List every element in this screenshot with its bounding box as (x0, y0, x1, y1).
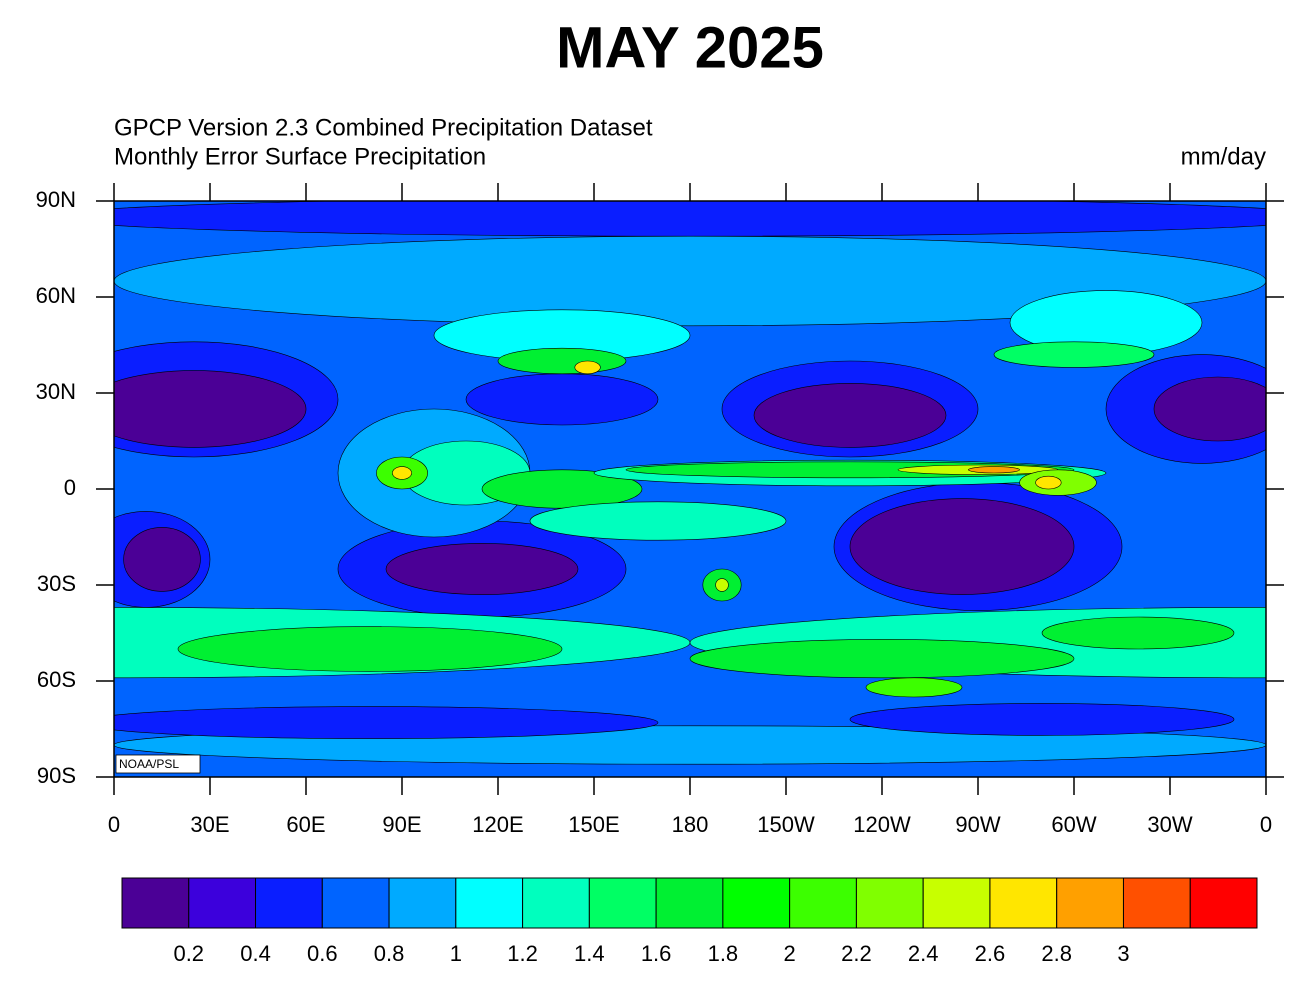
colorbar-swatch (321, 877, 390, 929)
colorbar-label: 1.6 (641, 941, 672, 966)
field-contour (865, 677, 963, 698)
lon-tick-label: 60E (286, 812, 325, 837)
lon-tick-label: 120E (472, 812, 523, 837)
field-contour (993, 341, 1155, 368)
field-contour (1035, 475, 1062, 490)
field-contour (385, 543, 579, 595)
colorbar-label: 0.8 (374, 941, 405, 966)
colorbar-label: 0.2 (173, 941, 204, 966)
colorbar-label: 1.8 (708, 941, 739, 966)
lon-tick-label: 30E (190, 812, 229, 837)
lon-tick-label: 90E (382, 812, 421, 837)
field-contour (114, 201, 1266, 237)
subtitle: Monthly Error Surface Precipitation (114, 143, 486, 170)
colorbar-label: 1.2 (507, 941, 538, 966)
lon-tick-label: 180 (672, 812, 709, 837)
lon-tick-label: 150E (568, 812, 619, 837)
lat-tick-label: 30N (36, 379, 76, 404)
colorbar-swatch (1189, 877, 1258, 929)
field-contour (849, 703, 1235, 736)
colorbar-label: 1 (450, 941, 462, 966)
colorbar-swatch (655, 877, 724, 929)
colorbar-swatch (1056, 877, 1124, 929)
colorbar-label: 3 (1117, 941, 1129, 966)
field-contour (753, 383, 947, 448)
colorbar-label: 0.4 (240, 941, 271, 966)
lon-tick-label: 90W (955, 812, 1000, 837)
lat-tick-label: 60N (36, 283, 76, 308)
field-contour (574, 360, 601, 375)
credit-box (115, 754, 201, 774)
colorbar-swatch (855, 877, 924, 929)
lat-tick-label: 0 (64, 475, 76, 500)
field-contour (968, 466, 1020, 474)
colorbar-swatch (789, 877, 857, 929)
colorbar-swatch (922, 877, 991, 929)
field-contour (177, 626, 563, 672)
colorbar-label: 1.4 (574, 941, 605, 966)
field-contour (114, 370, 307, 448)
colorbar-label: 2.8 (1041, 941, 1072, 966)
field-contour (715, 578, 729, 592)
field-contour (497, 347, 627, 375)
field-contour (392, 466, 412, 480)
field-contour (1041, 616, 1235, 650)
colorbar-label: 2.4 (908, 941, 939, 966)
lat-tick-label: 90S (37, 763, 76, 788)
units: mm/day (1181, 143, 1266, 170)
lat-tick-label: 90N (36, 187, 76, 212)
colorbar-swatch (588, 877, 657, 929)
colorbar-swatch (722, 877, 791, 929)
colorbar-label: 2 (784, 941, 796, 966)
title: MAY 2025 (556, 15, 824, 80)
colorbar-swatch (388, 877, 457, 929)
lon-tick-label: 150W (757, 812, 815, 837)
field-contour (465, 373, 659, 426)
lon-tick-label: 0 (108, 812, 120, 837)
precip-field (114, 201, 1266, 777)
lon-tick-label: 60W (1051, 812, 1096, 837)
field-contour (114, 706, 659, 739)
colorbar-swatch (121, 877, 190, 929)
lat-tick-label: 30S (37, 571, 76, 596)
colorbar-label: 2.6 (975, 941, 1006, 966)
colorbar-swatch (455, 877, 524, 929)
colorbar-swatch (188, 877, 257, 929)
lat-tick-label: 60S (37, 667, 76, 692)
colorbar-swatch (522, 877, 590, 929)
credit: NOAA/PSL (119, 757, 179, 771)
subtitle: GPCP Version 2.3 Combined Precipitation … (114, 114, 653, 141)
lon-tick-label: 30W (1147, 812, 1192, 837)
field-contour (1153, 376, 1266, 442)
colorbar-swatch (989, 877, 1058, 929)
field-contour (123, 527, 201, 592)
colorbar-swatch (1122, 877, 1191, 929)
colorbar-label: 2.2 (841, 941, 872, 966)
field-contour (529, 501, 787, 541)
colorbar-label: 0.6 (307, 941, 338, 966)
field-contour (689, 639, 1075, 679)
lon-tick-label: 0 (1260, 812, 1272, 837)
lon-tick-label: 120W (853, 812, 911, 837)
field-contour (849, 498, 1075, 595)
colorbar-swatch (255, 877, 323, 929)
